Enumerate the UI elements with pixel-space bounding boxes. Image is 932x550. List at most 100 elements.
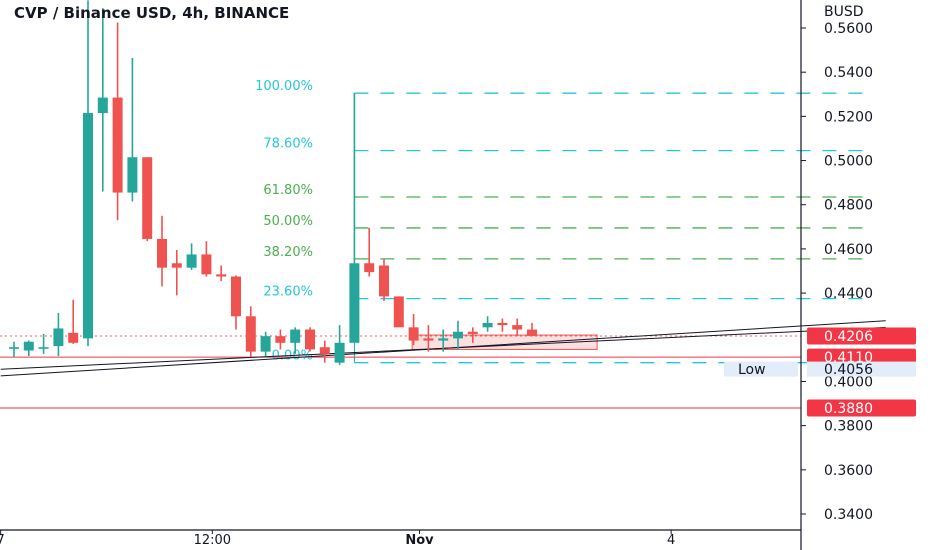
candle-body xyxy=(438,338,449,341)
candle[interactable] xyxy=(157,215,167,287)
candle[interactable] xyxy=(38,333,49,354)
price-tag[interactable]: 0.4206 xyxy=(807,327,916,345)
price-tag-bg xyxy=(807,348,916,366)
candle[interactable] xyxy=(393,296,404,328)
price-tag[interactable]: 0.3880 xyxy=(807,399,916,417)
candle-body xyxy=(127,157,138,193)
candle-body xyxy=(9,347,19,349)
candle[interactable] xyxy=(379,258,389,301)
candle-body xyxy=(275,336,286,343)
fib-level-label: 23.60% xyxy=(263,285,313,300)
candle[interactable] xyxy=(245,306,256,358)
candles-layer xyxy=(9,0,537,365)
low-value-bg xyxy=(807,361,916,377)
candle[interactable] xyxy=(186,243,197,270)
candle[interactable] xyxy=(97,8,108,192)
candle[interactable] xyxy=(349,93,360,343)
drawing-layer: 100.00% 78.60% 61.80% 50.00% 38.20% 23.60% 0.0… xyxy=(0,79,886,409)
candle[interactable] xyxy=(408,314,419,346)
low-label: Low xyxy=(738,362,766,378)
candle[interactable] xyxy=(260,331,271,357)
price-tag-bg xyxy=(807,327,916,345)
time-axis[interactable]: 7 12:00 Nov 4 xyxy=(0,529,801,548)
candle-body xyxy=(334,342,345,363)
price-tick-label: 0.4000 xyxy=(824,374,873,390)
candle[interactable] xyxy=(231,275,241,330)
candle[interactable] xyxy=(216,265,227,281)
candle[interactable] xyxy=(527,322,537,337)
candle-body xyxy=(260,336,271,352)
candle[interactable] xyxy=(275,329,286,350)
candle-body xyxy=(379,265,389,297)
chart-title: CVP / Binance USD, 4h, BINANCE xyxy=(14,4,289,22)
candle-body xyxy=(364,263,375,273)
candle-body xyxy=(423,338,434,341)
fib-level-label: 78.60% xyxy=(263,137,313,152)
candle-body xyxy=(23,341,34,351)
price-tick-label: 0.5000 xyxy=(824,154,873,170)
candle-body xyxy=(157,238,167,268)
candle-body xyxy=(112,97,123,193)
price-tag-label: 0.4206 xyxy=(824,329,873,345)
candle[interactable] xyxy=(9,341,19,358)
candle-body xyxy=(527,329,537,336)
candle-body xyxy=(305,329,315,350)
candle-body xyxy=(53,328,64,347)
candle[interactable] xyxy=(467,327,478,343)
candle-body xyxy=(38,347,49,349)
low-marker[interactable]: Low 0.4056 xyxy=(724,361,916,379)
fib-level-label: 50.00% xyxy=(263,214,313,229)
time-tick-label: 4 xyxy=(667,533,675,548)
candle-body xyxy=(186,254,197,268)
candle[interactable] xyxy=(290,327,301,354)
candle[interactable] xyxy=(171,250,182,296)
candle[interactable] xyxy=(112,22,123,221)
fib-level-label: 0.00% xyxy=(272,349,313,364)
price-tick-label: 0.4800 xyxy=(824,198,873,214)
price-tick-label: 0.5200 xyxy=(824,109,873,125)
candle[interactable] xyxy=(53,312,64,357)
candle[interactable] xyxy=(512,318,523,337)
candle-body xyxy=(201,254,212,275)
candle[interactable] xyxy=(319,340,330,363)
candle-body xyxy=(408,327,419,341)
candle[interactable] xyxy=(142,157,153,242)
candle[interactable] xyxy=(127,57,138,202)
candle-body xyxy=(512,325,523,330)
fib-level-label: 38.20% xyxy=(263,245,313,260)
candle[interactable] xyxy=(423,325,434,352)
candle[interactable] xyxy=(305,327,315,352)
candle[interactable] xyxy=(83,0,93,347)
price-tick-label: 0.5400 xyxy=(824,65,873,81)
candle-body xyxy=(453,331,463,339)
price-tick-label: 0.3800 xyxy=(824,419,873,435)
candle-body xyxy=(231,276,241,317)
time-tick-label: 7 xyxy=(0,533,5,548)
fib-level-label: 61.80% xyxy=(263,183,313,198)
candle-body xyxy=(467,331,478,334)
price-tag-bg xyxy=(807,399,916,417)
price-tick-label: 0.5600 xyxy=(824,21,873,37)
price-tag-label: 0.3880 xyxy=(824,401,873,417)
candle-body xyxy=(216,274,227,277)
candle[interactable] xyxy=(23,340,34,357)
candle-body xyxy=(171,263,182,268)
candle[interactable] xyxy=(68,299,79,344)
candle[interactable] xyxy=(438,329,449,352)
low-label-bg xyxy=(724,361,798,377)
candle[interactable] xyxy=(453,320,463,350)
candle-body xyxy=(393,296,404,328)
price-tick-label: 0.3400 xyxy=(824,507,873,523)
candle[interactable] xyxy=(497,318,508,332)
price-tick-label: 0.4600 xyxy=(824,242,873,258)
candle[interactable] xyxy=(482,316,493,332)
candle-body xyxy=(83,113,93,339)
candle[interactable] xyxy=(201,241,212,277)
candle-body xyxy=(142,157,153,239)
fib-level-label: 100.00% xyxy=(255,79,313,94)
candle[interactable] xyxy=(364,227,375,277)
time-tick-label: Nov xyxy=(405,533,434,548)
candle[interactable] xyxy=(334,325,345,365)
